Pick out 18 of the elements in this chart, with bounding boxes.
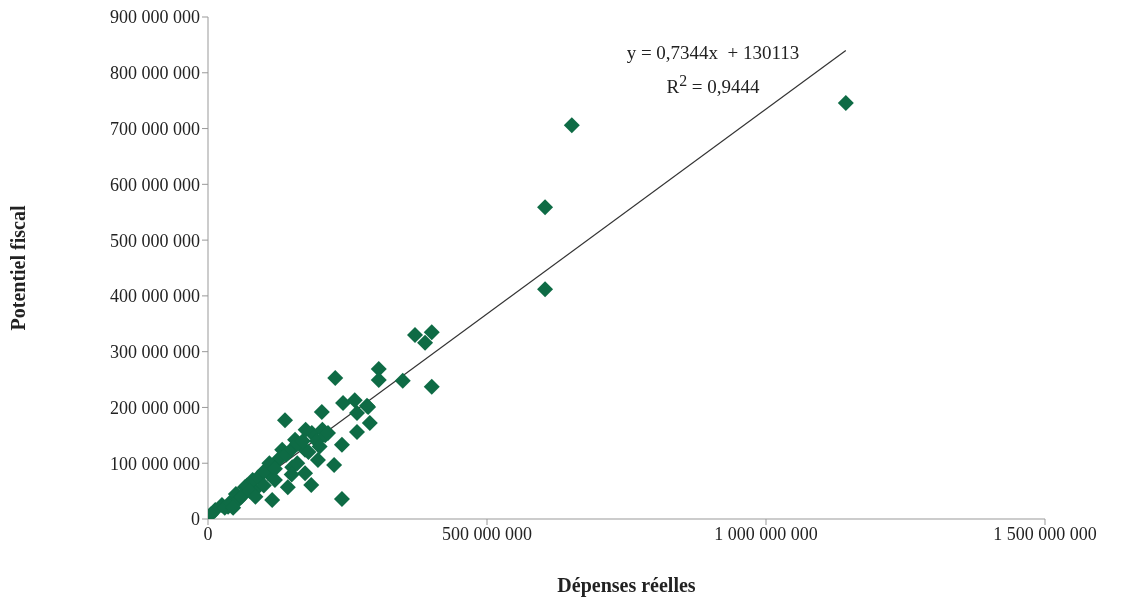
x-tick-label: 0 [203,523,213,544]
y-tick-label: 100 000 000 [110,453,200,474]
x-tick-label: 500 000 000 [442,523,532,544]
x-tick-label: 1 000 000 000 [714,523,818,544]
y-tick-label: 700 000 000 [110,118,200,139]
annotation: y = 0,7344x + 130113 [625,42,801,64]
annotation: R$^{2}$ = 0,9444 [665,72,761,99]
y-tick-label: 500 000 000 [110,230,200,251]
y-tick-label: 600 000 000 [110,174,200,195]
y-tick-label: 400 000 000 [110,286,200,307]
y-axis-title: Potentiel fiscal [7,205,30,331]
y-tick-label: 300 000 000 [110,342,200,363]
x-tick-label: 1 500 000 000 [993,523,1097,544]
y-tick-label: 200 000 000 [110,397,200,418]
x-axis-title: Dépenses réelles [557,574,696,597]
y-tick-label: 0 [191,509,200,530]
y-tick-label: 900 000 000 [110,7,200,28]
y-tick-label: 800 000 000 [110,63,200,84]
